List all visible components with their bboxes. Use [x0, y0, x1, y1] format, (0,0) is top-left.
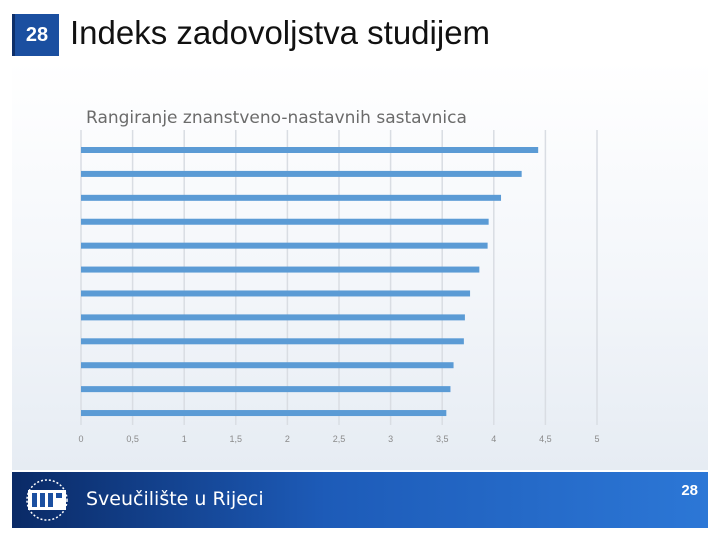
x-tick-label: 5: [594, 434, 599, 444]
bar: [81, 147, 539, 153]
bar: [81, 266, 480, 273]
footer-page-number: 28: [681, 482, 698, 499]
bar: [81, 170, 522, 177]
bar: [81, 362, 454, 369]
bar-chart: 0 0,5 1 1,5 2 2,5 3 3,5 4 4,5 5: [78, 130, 600, 444]
university-logo: [18, 478, 76, 522]
chart-panel: 0 0,5 1 1,5 2 2,5 3 3,5 4 4,5 5 Rangiranje znanstv…: [12, 60, 708, 470]
bar: [81, 410, 447, 417]
x-tick-label: 0,5: [126, 434, 139, 444]
bar: [81, 194, 502, 201]
footer-bar: Sveučilište u Rijeci 28: [12, 472, 708, 528]
x-tick-label: 2,5: [333, 434, 346, 444]
university-name: Sveučilište u Rijeci: [86, 488, 264, 510]
bar: [81, 290, 471, 297]
x-tick-label: 1: [182, 434, 187, 444]
slide-number-badge: 28: [12, 14, 59, 56]
bar: [81, 218, 489, 225]
x-tick-label: 4,5: [539, 434, 552, 444]
x-tick-label: 3: [388, 434, 393, 444]
bar: [81, 338, 464, 345]
x-tick-label: 1,5: [230, 434, 243, 444]
x-tick-label: 2: [285, 434, 290, 444]
x-tick-label: 4: [491, 434, 496, 444]
chart-title: Rangiranje znanstveno-nastavnih sastavni…: [86, 108, 467, 128]
bar: [81, 242, 488, 249]
bar: [81, 386, 451, 393]
x-tick-label: 3,5: [436, 434, 449, 444]
bar: [81, 314, 465, 321]
x-tick-label: 0: [78, 434, 83, 444]
slide-title: Indeks zadovoljstva studijem: [70, 14, 491, 51]
